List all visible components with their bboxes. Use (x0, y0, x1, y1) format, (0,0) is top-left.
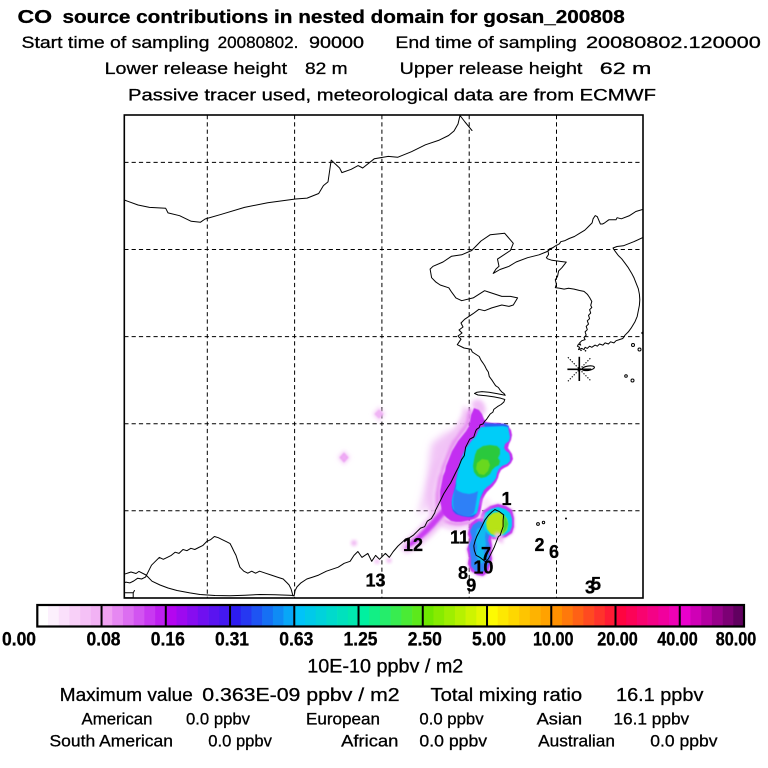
svg-text:0.31: 0.31 (215, 629, 249, 650)
svg-text:0.0 ppbv: 0.0 ppbv (419, 709, 484, 728)
svg-text:Passive tracer used, meteorolo: Passive tracer used, meteorological data… (128, 85, 656, 104)
svg-text:0.0 ppbv: 0.0 ppbv (208, 731, 272, 750)
svg-text:16.1 ppbv: 16.1 ppbv (613, 709, 689, 728)
svg-text:African: African (341, 731, 398, 750)
svg-text:1: 1 (501, 489, 511, 509)
svg-text:CO: CO (18, 6, 53, 27)
svg-text:80.00: 80.00 (716, 629, 757, 650)
svg-text:0.00: 0.00 (2, 629, 36, 650)
svg-text:0.363E-09 ppbv / m2: 0.363E-09 ppbv / m2 (202, 685, 399, 705)
svg-text:8: 8 (458, 563, 468, 583)
svg-text:0.0 ppbv: 0.0 ppbv (419, 731, 487, 750)
svg-text:16.1 ppbv: 16.1 ppbv (616, 685, 703, 705)
svg-text:South American: South American (50, 731, 174, 750)
svg-text:62 m: 62 m (600, 59, 652, 78)
svg-text:0.16: 0.16 (151, 629, 185, 650)
svg-text:3: 3 (585, 578, 595, 598)
svg-text:7: 7 (481, 544, 491, 564)
svg-text:American: American (82, 709, 153, 728)
svg-text:End time of sampling: End time of sampling (395, 33, 576, 52)
svg-text:Lower release height: Lower release height (105, 59, 288, 78)
svg-text:9: 9 (466, 576, 476, 596)
svg-text:5: 5 (591, 574, 601, 594)
svg-text:0.63: 0.63 (279, 629, 313, 650)
svg-text:Start time of sampling: Start time of sampling (22, 33, 210, 52)
svg-text:European: European (306, 709, 380, 728)
svg-text:20080802.: 20080802. (218, 33, 299, 52)
svg-text:5.00: 5.00 (472, 629, 506, 650)
svg-text:Total mixing ratio: Total mixing ratio (431, 685, 583, 705)
svg-text:Asian: Asian (537, 709, 583, 728)
svg-text:40.00: 40.00 (657, 629, 698, 650)
svg-text:2: 2 (534, 535, 544, 555)
svg-text:11: 11 (450, 528, 469, 548)
svg-text:Australian: Australian (538, 731, 615, 750)
svg-text:Upper release height: Upper release height (400, 59, 583, 78)
svg-text:90000: 90000 (309, 33, 364, 52)
svg-text:source contributions in nested: source contributions in nested domain fo… (63, 6, 625, 27)
svg-text:0.0 ppbv: 0.0 ppbv (650, 731, 718, 750)
svg-text:10.00: 10.00 (533, 629, 574, 650)
svg-text:20.00: 20.00 (597, 629, 638, 650)
svg-text:Maximum value: Maximum value (60, 685, 193, 705)
svg-text:6: 6 (549, 542, 559, 562)
svg-text:10E-10 ppbv / m2: 10E-10 ppbv / m2 (307, 656, 463, 677)
svg-text:13: 13 (365, 571, 385, 591)
svg-text:0.08: 0.08 (87, 629, 121, 650)
svg-text:10: 10 (473, 558, 493, 578)
svg-text:0.0 ppbv: 0.0 ppbv (186, 709, 250, 728)
svg-text:82 m: 82 m (305, 59, 348, 78)
svg-text:20080802.120000: 20080802.120000 (586, 33, 761, 52)
svg-text:1.25: 1.25 (344, 629, 378, 650)
svg-text:12: 12 (403, 535, 423, 555)
svg-text:2.50: 2.50 (408, 629, 442, 650)
